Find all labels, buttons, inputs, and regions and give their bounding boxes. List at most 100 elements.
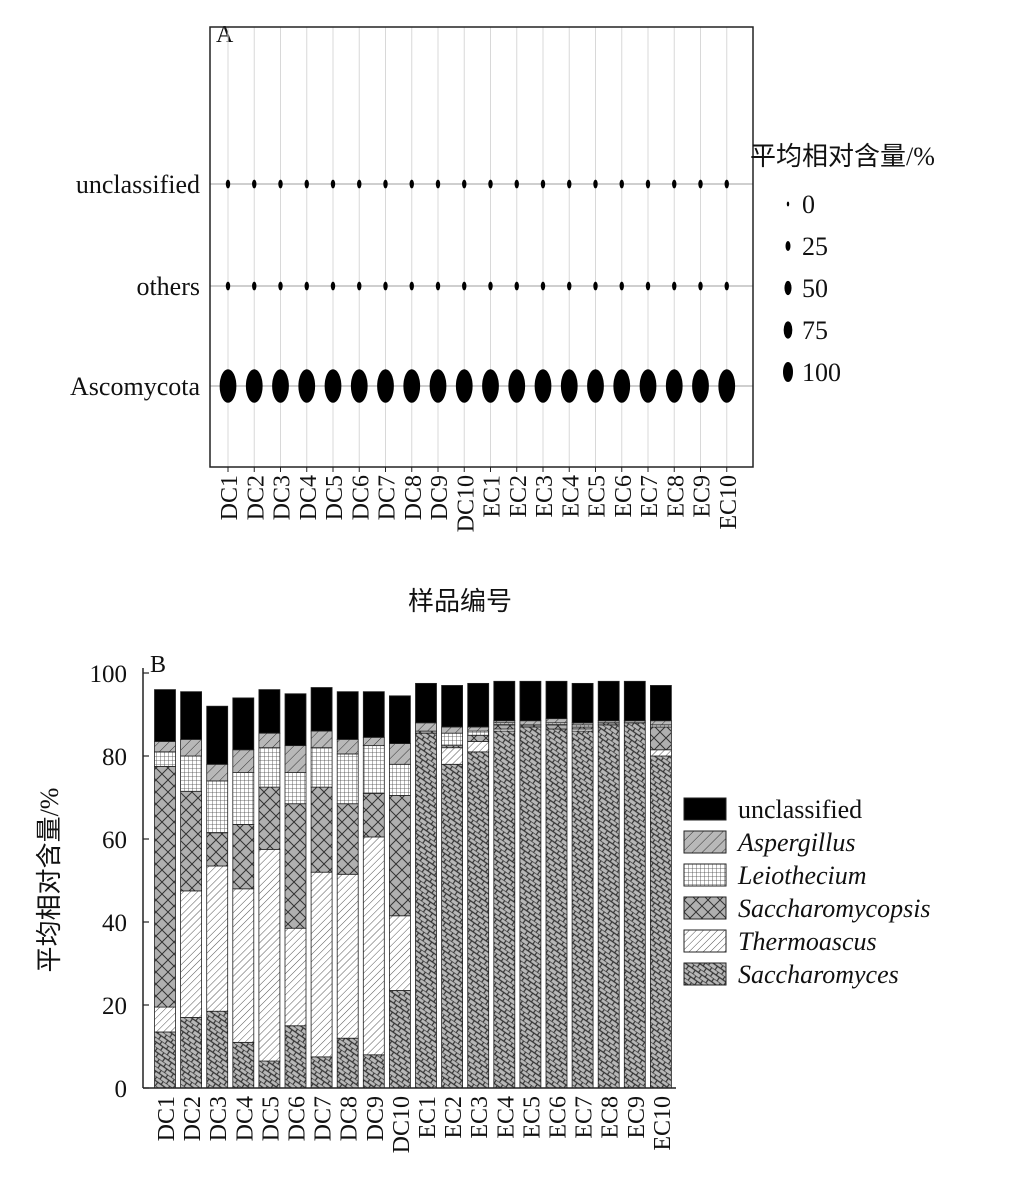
legend-label: Leiothecium	[737, 861, 867, 890]
legend-bubble	[785, 241, 791, 251]
y-axis-label: 平均相对含量/%	[35, 788, 64, 973]
bar-segment-thermoascus	[467, 741, 490, 753]
bubble	[455, 369, 473, 403]
panel-label: A	[216, 22, 234, 48]
bar-segment-saccharomyces	[232, 1041, 255, 1089]
bubble	[383, 281, 388, 291]
bar-segment-unclassified	[467, 682, 490, 728]
bubble	[298, 369, 316, 403]
x-tick-label: EC3	[467, 1096, 493, 1139]
bar-segment-unclassified	[206, 705, 229, 765]
legend-swatch	[683, 896, 727, 920]
bar-segment-saccharomyces	[493, 730, 516, 1089]
bubble	[698, 179, 703, 189]
bubble	[540, 179, 546, 189]
bubble	[593, 179, 598, 189]
bubble	[540, 281, 546, 291]
bar-segment-saccharomyces	[310, 1056, 333, 1089]
x-tick-label: EC4	[558, 475, 584, 518]
bar-segment-saccharomycopsis	[310, 786, 333, 873]
bubble	[698, 281, 703, 291]
bar-segment-saccharomyces	[545, 728, 568, 1089]
bubble	[252, 281, 257, 291]
bar-segment-unclassified	[650, 685, 672, 722]
bar-segment-aspergillus	[180, 739, 203, 757]
legend-size-label: 75	[802, 316, 828, 345]
bar-segment-saccharomyces	[623, 722, 646, 1089]
bar-segment-leiothecium	[336, 753, 359, 805]
bar-segment-thermoascus	[284, 927, 307, 1027]
x-tick-label: DC7	[311, 1096, 337, 1141]
legend-swatch	[683, 830, 727, 854]
row-label: others	[136, 272, 200, 301]
row-label: unclassified	[76, 170, 200, 199]
bar-segment-thermoascus	[232, 888, 255, 1043]
bubble	[514, 281, 519, 291]
bar-segment-saccharomyces	[284, 1025, 307, 1089]
bubble	[645, 179, 651, 189]
bubble	[514, 179, 519, 189]
bubble	[350, 369, 368, 403]
bar-segment-thermoascus	[362, 836, 385, 1056]
x-tick-label: EC4	[493, 1096, 519, 1139]
bubble	[304, 179, 309, 189]
bar-segment-leiothecium	[284, 772, 307, 805]
bubble	[488, 179, 493, 189]
bar-segment-aspergillus	[519, 720, 542, 726]
bubble	[718, 369, 736, 403]
bar-segment-unclassified	[180, 691, 203, 740]
bar-segment-thermoascus	[180, 890, 203, 1018]
bar-segment-saccharomycopsis	[545, 724, 568, 730]
bubble	[593, 281, 598, 291]
bar-segment-thermoascus	[441, 747, 464, 765]
bar-segment-unclassified	[284, 693, 307, 747]
bubble	[619, 179, 624, 189]
bar-segment-unclassified	[545, 680, 568, 720]
bar-segment-saccharomyces	[650, 755, 672, 1089]
legend-size-label: 50	[802, 274, 828, 303]
bar-segment-leiothecium	[232, 772, 255, 825]
x-tick-label: DC4	[296, 475, 322, 520]
bubble	[665, 369, 683, 403]
legend-size-label: 0	[802, 190, 815, 219]
bar-segment-saccharomycopsis	[467, 734, 490, 742]
bar-segment-saccharomyces	[597, 724, 620, 1089]
panel-label: B	[150, 652, 166, 678]
bubble	[587, 369, 604, 403]
legend-size-label: 25	[802, 232, 828, 261]
bubble	[482, 369, 499, 403]
bar-segment-thermoascus	[154, 1006, 176, 1033]
bar-segment-aspergillus	[206, 763, 229, 782]
bar-segment-aspergillus	[441, 726, 464, 734]
bar-segment-leiothecium	[388, 763, 411, 796]
bar-segment-unclassified	[571, 682, 594, 724]
bar-segment-saccharomycopsis	[258, 786, 281, 850]
y-tick-label: 80	[102, 744, 127, 771]
bubble	[330, 281, 336, 291]
legend-label: Saccharomycopsis	[738, 894, 931, 923]
bar-segment-saccharomyces	[180, 1017, 203, 1089]
x-tick-label: DC8	[401, 475, 427, 520]
legend-swatch	[683, 863, 727, 887]
legend-size-label: 100	[802, 358, 841, 387]
bar-segment-thermoascus	[336, 873, 359, 1039]
x-tick-label: DC10	[389, 1096, 415, 1153]
x-tick-label: DC7	[375, 475, 401, 520]
bubble	[560, 369, 578, 403]
legend-swatch	[683, 929, 727, 953]
x-tick-label: EC2	[506, 475, 532, 518]
bar-segment-aspergillus	[258, 732, 281, 749]
bar-segment-unclassified	[232, 697, 255, 751]
legend-bubble	[783, 321, 793, 339]
bubble	[409, 281, 414, 291]
x-tick-label: DC3	[206, 1096, 232, 1141]
bar-segment-saccharomycopsis	[180, 790, 203, 892]
bubble	[534, 369, 552, 403]
x-tick-label: EC8	[598, 1096, 624, 1139]
bar-segment-unclassified	[258, 689, 281, 734]
x-tick-label: EC2	[441, 1096, 467, 1139]
x-tick-label: EC1	[480, 475, 506, 518]
x-tick-label: EC5	[585, 475, 611, 518]
bar-segment-leiothecium	[206, 780, 229, 834]
x-tick-label: EC10	[650, 1096, 676, 1151]
